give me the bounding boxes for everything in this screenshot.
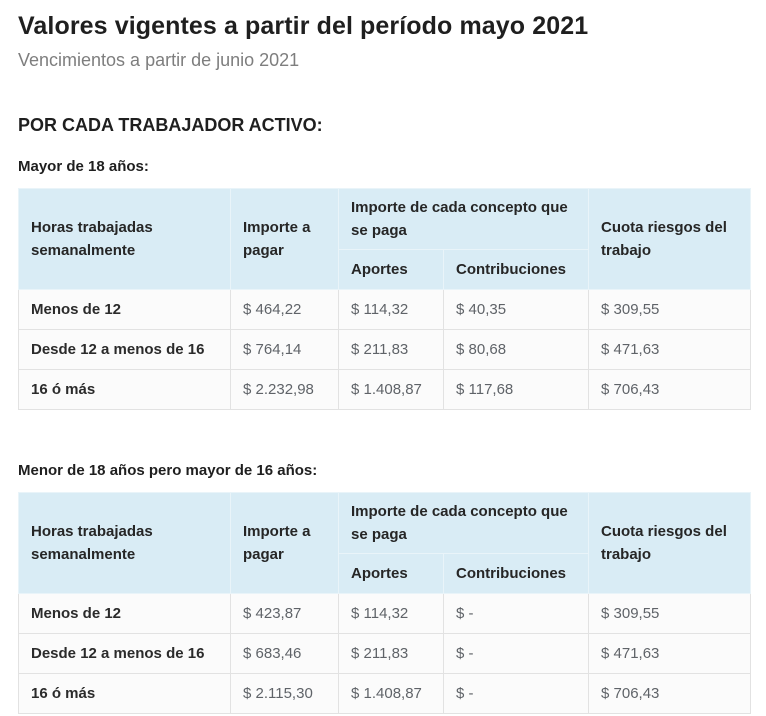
col-header-cuota: Cuota riesgos del trabajo: [588, 188, 751, 290]
cell-hours: Desde 12 a menos de 16: [18, 329, 231, 370]
table-row: Menos de 12 $ 423,87 $ 114,32 $ - $ 309,…: [18, 593, 751, 634]
cell-cuota: $ 706,43: [588, 673, 751, 714]
col-header-contribuciones: Contribuciones: [443, 249, 589, 290]
col-header-importe: Importe a pagar: [230, 188, 339, 290]
cell-contribuciones: $ 80,68: [443, 329, 589, 370]
col-header-hours: Horas trabajadas semanalmente: [18, 188, 231, 290]
cell-importe: $ 423,87: [230, 593, 339, 634]
table-row: Desde 12 a menos de 16 $ 764,14 $ 211,83…: [18, 329, 751, 370]
cell-importe: $ 464,22: [230, 289, 339, 330]
table-minors: Horas trabajadas semanalmente Importe a …: [18, 492, 751, 714]
cell-aportes: $ 211,83: [338, 633, 444, 674]
table-header-row: Horas trabajadas semanalmente Importe a …: [18, 492, 751, 594]
page-subtitle: Vencimientos a partir de junio 2021: [18, 50, 300, 70]
table-subheader-row: Aportes Contribuciones: [19, 249, 751, 290]
table-subheader-row: Aportes Contribuciones: [19, 553, 751, 594]
cell-contribuciones: $ 40,35: [443, 289, 589, 330]
cell-contribuciones: $ -: [443, 633, 589, 674]
col-header-concept-group: Importe de cada concepto que se paga: [338, 492, 589, 554]
cell-contribuciones: $ -: [443, 593, 589, 634]
col-header-importe: Importe a pagar: [230, 492, 339, 594]
cell-cuota: $ 309,55: [588, 289, 751, 330]
cell-hours: 16 ó más: [18, 369, 231, 410]
table-header-row: Horas trabajadas semanalmente Importe a …: [18, 188, 751, 290]
table-row: Desde 12 a menos de 16 $ 683,46 $ 211,83…: [18, 633, 751, 674]
cell-cuota: $ 706,43: [588, 369, 751, 410]
cell-aportes: $ 1.408,87: [338, 369, 444, 410]
table-adults: Horas trabajadas semanalmente Importe a …: [18, 188, 751, 410]
cell-aportes: $ 114,32: [338, 289, 444, 330]
cell-aportes: $ 1.408,87: [338, 673, 444, 714]
cell-cuota: $ 471,63: [588, 633, 751, 674]
section-heading: POR CADA TRABAJADOR ACTIVO:: [18, 115, 323, 135]
cell-contribuciones: $ 117,68: [443, 369, 589, 410]
col-header-cuota: Cuota riesgos del trabajo: [588, 492, 751, 594]
page-title: Valores vigentes a partir del período ma…: [18, 12, 589, 40]
cell-hours: 16 ó más: [18, 673, 231, 714]
col-header-hours: Horas trabajadas semanalmente: [18, 492, 231, 594]
cell-contribuciones: $ -: [443, 673, 589, 714]
col-header-aportes: Aportes: [338, 249, 444, 290]
cell-cuota: $ 471,63: [588, 329, 751, 370]
cell-hours: Menos de 12: [18, 289, 231, 330]
cell-cuota: $ 309,55: [588, 593, 751, 634]
cell-importe: $ 2.115,30: [230, 673, 339, 714]
cell-hours: Menos de 12: [18, 593, 231, 634]
cell-importe: $ 764,14: [230, 329, 339, 370]
table-row: 16 ó más $ 2.115,30 $ 1.408,87 $ - $ 706…: [18, 673, 751, 714]
table-row: 16 ó más $ 2.232,98 $ 1.408,87 $ 117,68 …: [18, 369, 751, 410]
cell-hours: Desde 12 a menos de 16: [18, 633, 231, 674]
cell-importe: $ 2.232,98: [230, 369, 339, 410]
cell-aportes: $ 211,83: [338, 329, 444, 370]
col-header-aportes: Aportes: [338, 553, 444, 594]
col-header-contribuciones: Contribuciones: [443, 553, 589, 594]
col-header-concept-group: Importe de cada concepto que se paga: [338, 188, 589, 250]
table-caption-minors: Menor de 18 años pero mayor de 16 años:: [18, 462, 318, 479]
cell-importe: $ 683,46: [230, 633, 339, 674]
table-caption-adults: Mayor de 18 años:: [18, 158, 149, 175]
cell-aportes: $ 114,32: [338, 593, 444, 634]
table-row: Menos de 12 $ 464,22 $ 114,32 $ 40,35 $ …: [18, 289, 751, 330]
